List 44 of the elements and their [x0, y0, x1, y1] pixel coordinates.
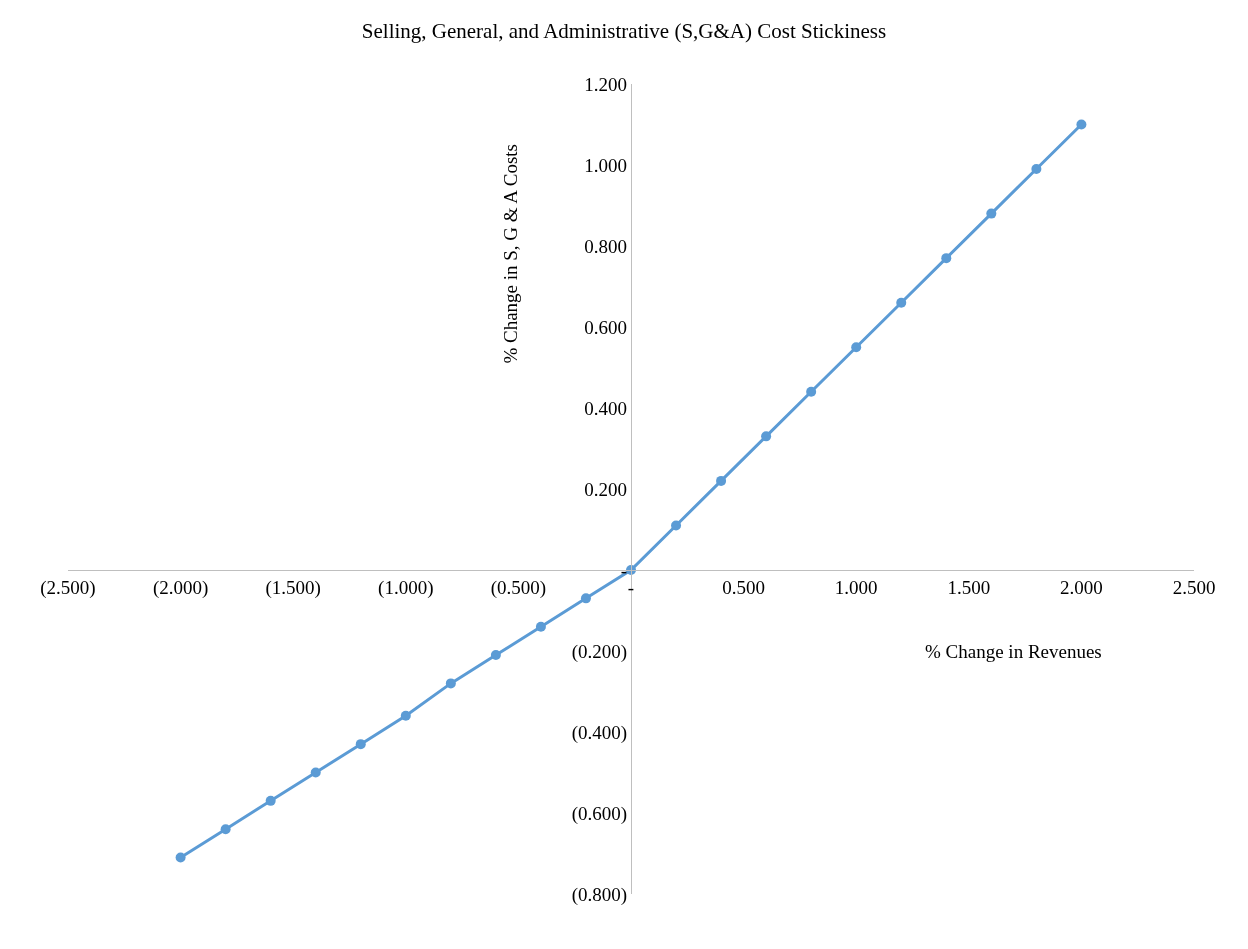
- point: [265, 795, 276, 806]
- x-tick-label: (1.500): [265, 576, 321, 599]
- x-axis-title: % Change in Revenues: [925, 641, 1102, 662]
- y-tick-label: -: [620, 559, 628, 581]
- y-tick-label: 1.200: [584, 73, 628, 95]
- x-tick-label: (1.000): [378, 576, 434, 599]
- point: [535, 621, 546, 632]
- x-tick-label: (0.500): [490, 576, 547, 599]
- point: [220, 824, 231, 835]
- point: [986, 208, 997, 219]
- y-tick-label: (0.800): [571, 883, 628, 906]
- y-tick-label: (0.400): [571, 721, 628, 744]
- x-tick-label: 0.500: [722, 576, 765, 598]
- y-tick-label: (0.600): [571, 802, 628, 825]
- x-tick-label: 1.500: [947, 576, 991, 598]
- point: [310, 767, 321, 778]
- point: [1076, 119, 1087, 130]
- point: [355, 739, 366, 750]
- y-tick-label: 0.200: [584, 478, 628, 500]
- point: [851, 342, 862, 353]
- x-tick-label: (2.000): [152, 576, 209, 599]
- point: [175, 852, 186, 863]
- y-axis-title: % Change in S, G & A Costs: [500, 144, 522, 364]
- y-tick-label: 0.400: [584, 397, 628, 419]
- point: [761, 431, 772, 442]
- point: [445, 678, 456, 689]
- x-tick-label: 1.000: [834, 576, 878, 598]
- y-tick-label: 1.000: [584, 154, 628, 176]
- y-tick-label: 0.600: [584, 316, 628, 338]
- point: [490, 650, 501, 661]
- x-tick-label: 2.500: [1172, 576, 1216, 598]
- x-tick-label: (2.500): [40, 576, 96, 599]
- point: [716, 475, 727, 486]
- point: [671, 520, 682, 531]
- point: [1031, 164, 1042, 175]
- y-tick-label: 0.800: [584, 235, 628, 257]
- point: [806, 386, 817, 397]
- point: [400, 710, 411, 721]
- chart-title: Selling, General, and Administrative (S,G&A) Cost Stickiness: [361, 19, 887, 44]
- y-tick-label: (0.200): [571, 640, 628, 663]
- point: [941, 253, 952, 264]
- point: [580, 593, 591, 604]
- x-tick-label: 2.000: [1060, 576, 1103, 598]
- point: [896, 297, 907, 308]
